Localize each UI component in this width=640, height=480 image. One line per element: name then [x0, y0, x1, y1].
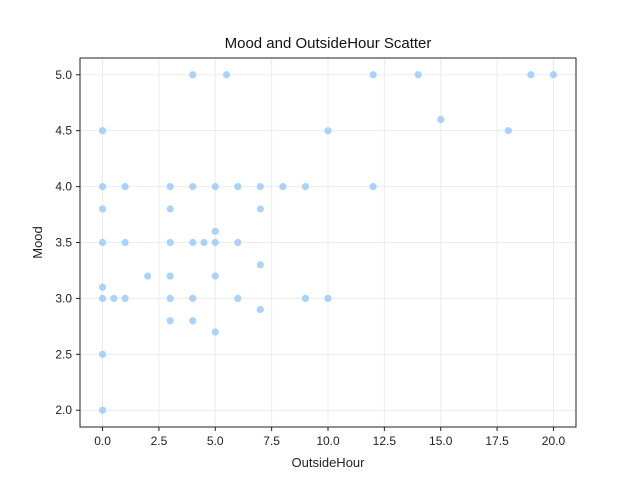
scatter-point [324, 294, 332, 303]
x-tick-label: 0.0 [94, 434, 111, 448]
scatter-point [301, 294, 310, 303]
x-tick-label: 2.5 [151, 434, 168, 448]
scatter-point [549, 71, 558, 79]
scatter-point [211, 182, 219, 191]
scatter-point [324, 127, 332, 135]
scatter-point [189, 294, 197, 303]
x-tick-label: 17.5 [485, 434, 509, 448]
x-tick-label: 20.0 [542, 434, 566, 448]
scatter-point [98, 205, 107, 213]
x-tick-label: 10.0 [316, 434, 340, 448]
scatter-point [98, 127, 107, 135]
scatter-point [98, 294, 107, 303]
y-axis-label: Mood [30, 226, 45, 259]
scatter-point [166, 238, 174, 247]
y-tick-label: 4.0 [55, 180, 72, 194]
x-tick-label: 15.0 [429, 434, 453, 448]
scatter-point [211, 328, 219, 336]
scatter-point [189, 317, 197, 325]
scatter-point [256, 205, 264, 213]
scatter-point [200, 238, 208, 247]
scatter-point [98, 182, 107, 191]
scatter-point [504, 127, 512, 135]
scatter-point [121, 294, 129, 303]
x-tick-label: 5.0 [207, 434, 224, 448]
scatter-point [98, 350, 107, 358]
y-tick-label: 5.0 [55, 68, 72, 82]
scatter-point [98, 406, 107, 414]
scatter-point [121, 182, 129, 191]
scatter-point [166, 272, 174, 280]
x-axis-ticks: 0.0 2.5 5.0 7.5 10.0 12.5 15.0 17.5 20.0 [94, 427, 565, 448]
scatter-point [414, 71, 422, 79]
scatter-point [222, 71, 231, 79]
scatter-point [211, 227, 219, 235]
y-tick-label: 3.5 [55, 236, 72, 250]
scatter-point [98, 238, 107, 247]
y-axis-ticks: 2.0 2.5 3.0 3.5 4.0 4.5 5.0 [55, 68, 80, 417]
grid-lines [80, 58, 576, 427]
scatter-point [369, 182, 377, 191]
y-tick-label: 2.0 [55, 403, 72, 417]
scatter-point [166, 182, 174, 191]
scatter-point [189, 71, 197, 79]
y-tick-label: 3.0 [55, 291, 72, 305]
scatter-point [98, 283, 107, 291]
scatter-point [256, 305, 264, 314]
x-tick-label: 12.5 [373, 434, 397, 448]
data-points [98, 71, 558, 414]
scatter-point [211, 238, 219, 247]
scatter-point [234, 182, 242, 191]
scatter-point [437, 115, 445, 124]
scatter-point [527, 71, 535, 79]
scatter-point [189, 238, 197, 247]
scatter-point [279, 182, 287, 191]
scatter-point [234, 294, 242, 303]
scatter-point [166, 294, 174, 303]
scatter-point [256, 182, 264, 191]
scatter-point [256, 261, 264, 269]
x-axis-label: OutsideHour [292, 455, 366, 470]
scatter-point [234, 238, 242, 247]
scatter-point [166, 205, 174, 213]
x-tick-label: 7.5 [263, 434, 280, 448]
scatter-point [369, 71, 377, 79]
scatter-point [301, 182, 310, 191]
chart-title: Mood and OutsideHour Scatter [225, 35, 432, 52]
scatter-point [189, 182, 197, 191]
scatter-point [211, 272, 219, 280]
scatter-point [121, 238, 129, 247]
scatter-point [166, 317, 174, 325]
y-tick-label: 4.5 [55, 124, 72, 138]
scatter-point [144, 272, 152, 280]
scatter-point [110, 294, 118, 303]
y-tick-label: 2.5 [55, 347, 72, 361]
